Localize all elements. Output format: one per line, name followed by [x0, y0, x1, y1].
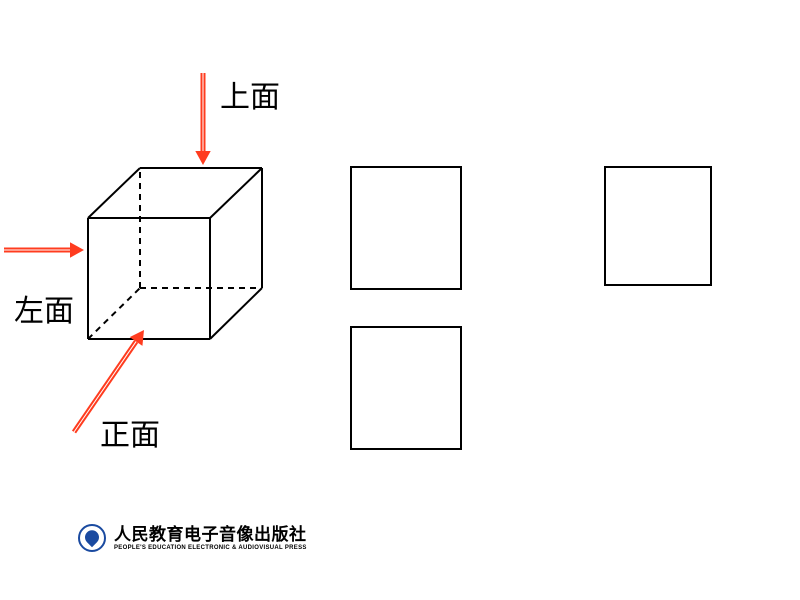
publisher-en: PEOPLE'S EDUCATION ELECTRONIC & AUDIOVIS…: [114, 545, 307, 551]
projection-square-1: [350, 166, 462, 290]
publisher-cn: 人民教育电子音像出版社: [114, 526, 307, 543]
projection-square-3: [350, 326, 462, 450]
publisher-logo-icon: [78, 524, 106, 552]
label-top: 上面: [220, 72, 280, 116]
label-front: 正面: [100, 410, 160, 454]
publisher-text: 人民教育电子音像出版社 PEOPLE'S EDUCATION ELECTRONI…: [114, 526, 307, 551]
publisher-block: 人民教育电子音像出版社 PEOPLE'S EDUCATION ELECTRONI…: [78, 524, 307, 552]
label-left: 左面: [14, 286, 74, 330]
diagram-svg: [0, 0, 800, 600]
diagram-stage: 上面 左面 正面 人民教育电子音像出版社 PEOPLE'S EDUCATION …: [0, 0, 800, 600]
cube-wireframe: [88, 168, 262, 339]
projection-square-2: [604, 166, 712, 286]
view-arrows: [4, 73, 211, 433]
